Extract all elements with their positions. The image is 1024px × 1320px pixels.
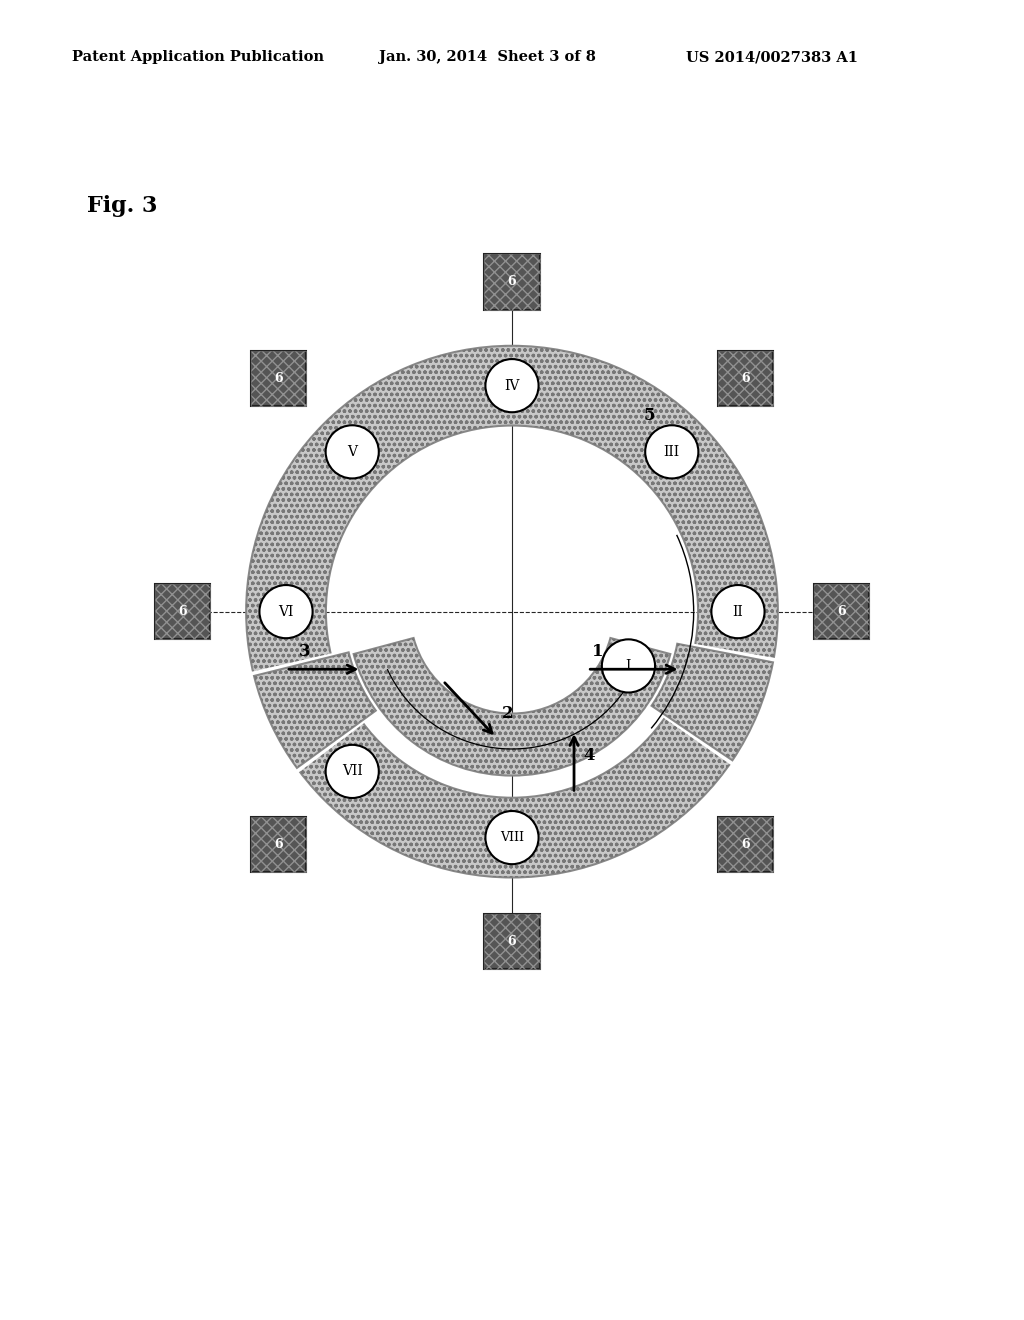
Polygon shape — [484, 913, 540, 969]
Text: Patent Application Publication: Patent Application Publication — [72, 50, 324, 65]
Wedge shape — [657, 643, 782, 770]
Wedge shape — [651, 644, 773, 760]
Text: 6: 6 — [838, 605, 846, 618]
Polygon shape — [155, 583, 210, 639]
Text: IV: IV — [504, 379, 520, 392]
Circle shape — [326, 425, 379, 478]
Polygon shape — [718, 351, 773, 407]
Text: US 2014/0027383 A1: US 2014/0027383 A1 — [686, 50, 858, 65]
Text: I: I — [626, 659, 631, 673]
Circle shape — [602, 639, 655, 693]
Text: 6: 6 — [508, 276, 516, 289]
Text: 6: 6 — [274, 372, 284, 385]
Text: 6: 6 — [740, 372, 750, 385]
Text: 1: 1 — [592, 643, 603, 660]
Text: III: III — [664, 445, 680, 459]
Wedge shape — [353, 638, 671, 776]
Wedge shape — [245, 652, 371, 777]
Circle shape — [485, 359, 539, 412]
Text: 2: 2 — [502, 705, 514, 722]
Wedge shape — [246, 346, 778, 878]
Polygon shape — [484, 255, 540, 310]
Text: 6: 6 — [508, 935, 516, 948]
Polygon shape — [718, 817, 773, 873]
Polygon shape — [251, 351, 306, 407]
Text: 3: 3 — [299, 643, 311, 660]
Text: 6: 6 — [178, 605, 186, 618]
Text: Jan. 30, 2014  Sheet 3 of 8: Jan. 30, 2014 Sheet 3 of 8 — [379, 50, 596, 65]
Circle shape — [645, 425, 698, 478]
Circle shape — [259, 585, 312, 638]
Text: VIII: VIII — [500, 832, 524, 843]
Polygon shape — [251, 817, 306, 873]
Circle shape — [485, 810, 539, 865]
Wedge shape — [254, 652, 376, 768]
Circle shape — [712, 585, 765, 638]
Text: V: V — [347, 445, 357, 459]
Text: 4: 4 — [583, 747, 594, 763]
Circle shape — [326, 744, 379, 799]
Text: 6: 6 — [274, 838, 284, 851]
Text: 6: 6 — [740, 838, 750, 851]
Text: VII: VII — [342, 764, 362, 779]
Text: II: II — [732, 605, 743, 619]
Text: VI: VI — [279, 605, 294, 619]
Polygon shape — [814, 583, 869, 639]
Text: 5: 5 — [643, 407, 655, 424]
Text: Fig. 3: Fig. 3 — [87, 195, 157, 216]
